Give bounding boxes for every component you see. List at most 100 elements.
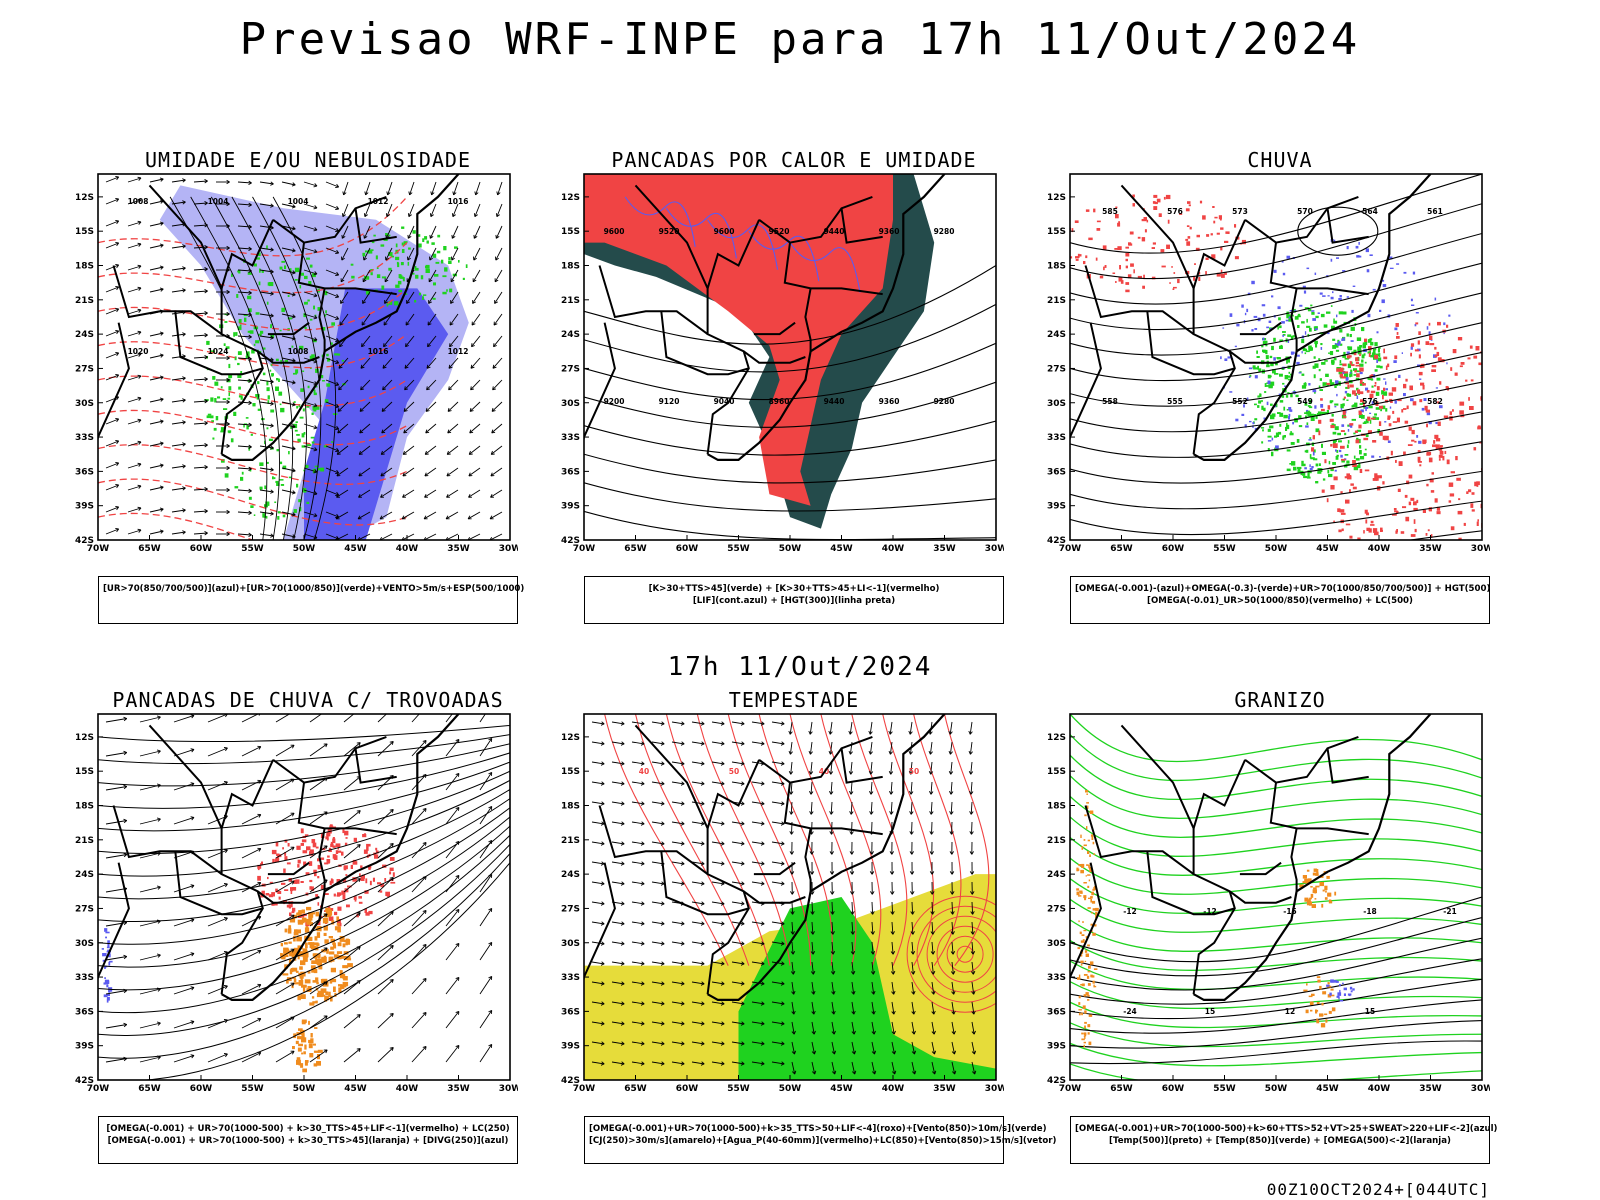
wind850-field-green xyxy=(738,897,996,1080)
field-speckle xyxy=(1087,839,1090,842)
field-speckle xyxy=(414,300,417,303)
wind-arrowhead xyxy=(468,472,473,477)
wind-arrowhead xyxy=(291,446,296,451)
field-speckle xyxy=(1349,334,1352,338)
wind-arrowhead xyxy=(488,1043,493,1048)
field-speckle xyxy=(1405,516,1410,522)
wind-vector xyxy=(691,781,705,785)
field-speckle xyxy=(336,879,341,884)
wind-arrowhead xyxy=(455,840,460,845)
field-speckle xyxy=(1287,375,1291,378)
field-speckle xyxy=(1093,853,1096,855)
wind-vector xyxy=(871,1021,875,1035)
field-speckle xyxy=(233,332,235,337)
field-speckle xyxy=(1357,537,1361,540)
field-speckle xyxy=(300,843,304,846)
field-speckle xyxy=(278,391,283,396)
wind-vector xyxy=(851,1061,856,1075)
wind-vector xyxy=(611,1001,625,1005)
wind-vector xyxy=(851,1021,855,1035)
wind-arrowhead xyxy=(473,256,477,261)
field-speckle xyxy=(297,922,304,925)
field-speckle xyxy=(282,465,287,470)
wind-vector xyxy=(731,781,745,785)
field-speckle xyxy=(1336,980,1339,983)
wind-vector xyxy=(149,200,164,205)
field-speckle xyxy=(1305,425,1309,428)
field-speckle xyxy=(290,425,293,429)
country-border xyxy=(318,288,326,352)
field-speckle xyxy=(259,486,263,490)
field-speckle xyxy=(448,257,451,260)
field-speckle xyxy=(1303,290,1307,294)
wind-arrowhead xyxy=(760,1001,765,1006)
field-speckle xyxy=(1385,381,1387,385)
field-speckle xyxy=(107,940,110,944)
field-speckle xyxy=(1343,396,1346,399)
wind-vector xyxy=(105,484,119,491)
field-speckle xyxy=(1080,954,1083,957)
field-speckle xyxy=(1278,393,1282,396)
field-speckle xyxy=(316,982,319,985)
field-speckle xyxy=(1264,383,1267,387)
field-speckle xyxy=(1336,450,1339,453)
wind-arrowhead xyxy=(204,289,208,294)
wind-vector xyxy=(791,941,794,955)
wind-vector xyxy=(591,901,605,905)
wind-vector xyxy=(870,801,873,815)
wind-arrowhead xyxy=(248,400,252,405)
field-speckle xyxy=(1083,974,1088,976)
field-speckle xyxy=(1141,219,1146,222)
field-speckle xyxy=(1137,236,1141,239)
field-speckle xyxy=(1303,382,1307,387)
field-speckle xyxy=(1364,341,1368,346)
wind-vector xyxy=(870,781,873,795)
field-speckle xyxy=(1088,1041,1092,1046)
field-speckle xyxy=(313,389,316,393)
wind-vector xyxy=(453,181,459,196)
wind-arrowhead xyxy=(363,234,368,239)
wind-arrowhead xyxy=(472,278,477,283)
field-speckle xyxy=(317,858,321,862)
wind-vector xyxy=(403,401,415,412)
field-speckle xyxy=(1415,322,1419,325)
field-speckle xyxy=(1394,400,1397,404)
lon-tick-label: 40W xyxy=(396,544,419,554)
wind-arrowhead xyxy=(356,980,361,985)
field-speckle xyxy=(300,828,304,834)
field-speckle xyxy=(1330,485,1335,490)
wind-arrowhead xyxy=(829,851,834,855)
lat-tick-label: 15S xyxy=(1047,767,1066,777)
wind-vector xyxy=(910,781,913,795)
field-speckle xyxy=(284,942,288,945)
field-speckle xyxy=(1327,331,1330,335)
wind-vector xyxy=(909,721,913,735)
field-speckle xyxy=(344,830,349,836)
field-speckle xyxy=(314,465,319,468)
wind-arrowhead xyxy=(291,490,296,495)
wind-arrowhead xyxy=(660,961,665,966)
field-speckle xyxy=(1086,826,1088,830)
wind-vector xyxy=(237,291,252,294)
lon-tick-label: 30W xyxy=(985,544,1004,554)
field-speckle xyxy=(1092,841,1095,845)
wind-vector xyxy=(411,876,427,893)
wind-arrowhead xyxy=(789,831,794,835)
field-speckle xyxy=(1454,372,1458,376)
country-border xyxy=(758,195,873,244)
wind-vector xyxy=(831,961,834,975)
wind-arrowhead xyxy=(363,213,368,218)
field-speckle xyxy=(330,909,333,916)
field-speckle xyxy=(1332,291,1334,294)
wind-vector xyxy=(871,941,874,955)
field-speckle xyxy=(1403,383,1407,389)
field-speckle xyxy=(1259,393,1262,397)
lat-tick-label: 18S xyxy=(75,262,94,272)
field-speckle xyxy=(1359,403,1363,405)
field-speckle xyxy=(1412,271,1416,275)
field-speckle xyxy=(296,1057,301,1062)
wind-arrowhead xyxy=(490,493,495,498)
lon-tick-label: 45W xyxy=(1316,544,1339,554)
wind-vector xyxy=(497,181,503,196)
wind-vector xyxy=(379,533,393,540)
